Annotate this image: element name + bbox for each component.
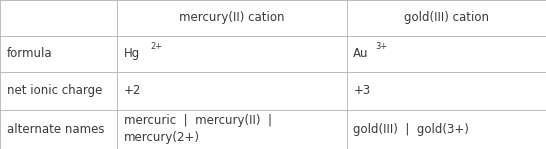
Text: alternate names: alternate names [7, 123, 104, 136]
Text: formula: formula [7, 47, 52, 60]
Text: mercuric  |  mercury(II)  |
mercury(2+): mercuric | mercury(II) | mercury(2+) [124, 114, 272, 144]
Text: gold(III)  |  gold(3+): gold(III) | gold(3+) [353, 123, 469, 136]
Text: 3+: 3+ [375, 42, 387, 51]
Text: mercury(II) cation: mercury(II) cation [179, 11, 285, 24]
Text: Au: Au [353, 47, 369, 60]
Text: +3: +3 [353, 84, 371, 97]
Text: net ionic charge: net ionic charge [7, 84, 102, 97]
Text: +2: +2 [124, 84, 141, 97]
Text: gold(III) cation: gold(III) cation [404, 11, 489, 24]
Text: Hg: Hg [124, 47, 140, 60]
Text: 2+: 2+ [150, 42, 162, 51]
